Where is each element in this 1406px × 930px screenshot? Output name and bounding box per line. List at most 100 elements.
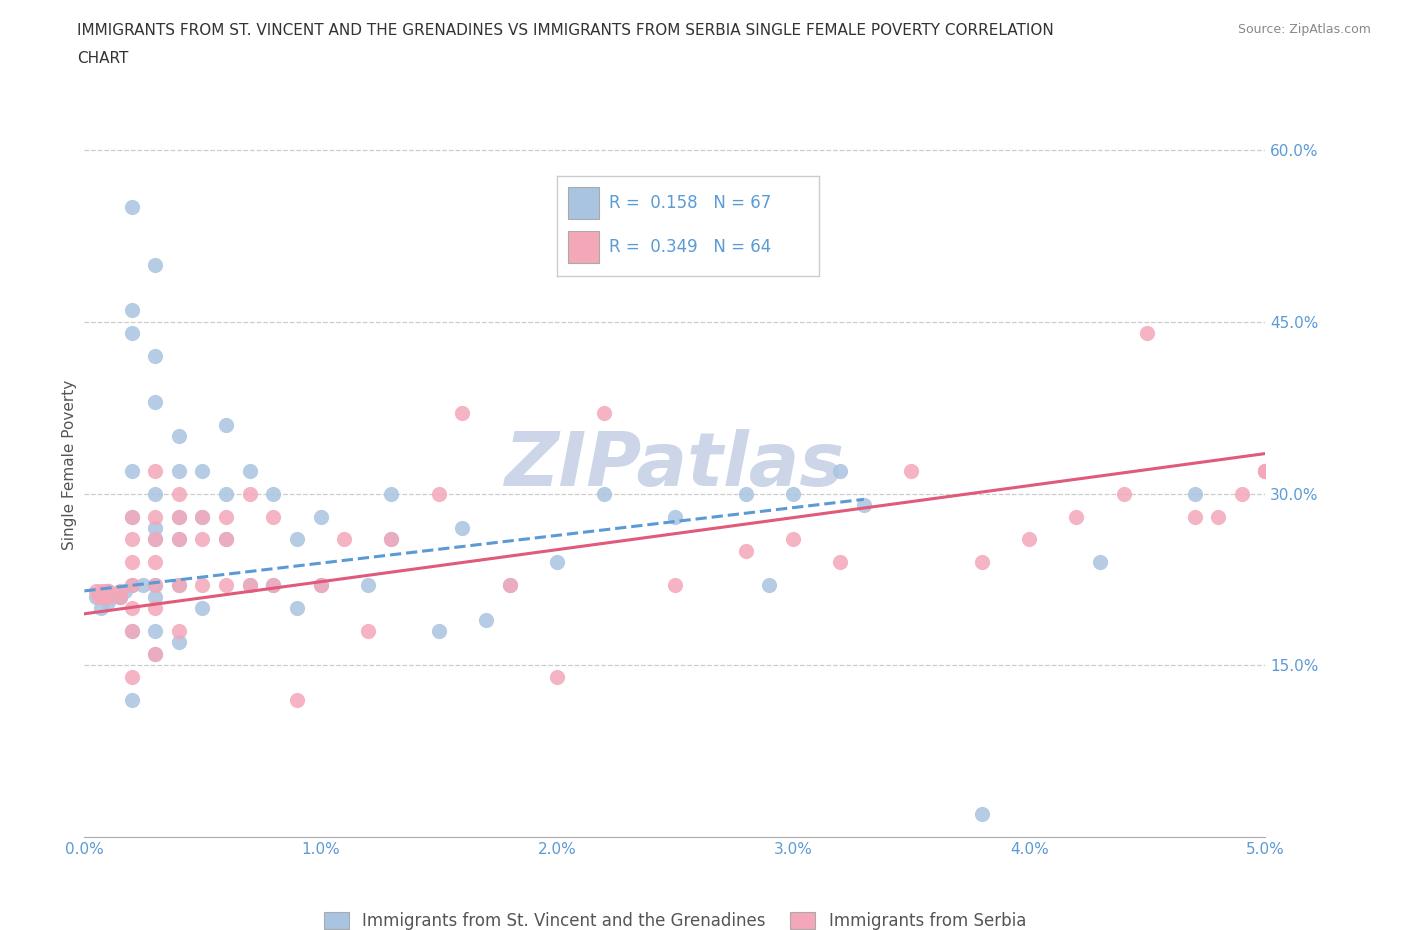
Point	[121, 578, 143, 592]
Point	[309, 578, 332, 592]
Text: ZIPatlas: ZIPatlas	[505, 429, 845, 501]
Point	[84, 590, 107, 604]
Point	[1254, 463, 1277, 478]
Point	[380, 532, 402, 547]
Point	[167, 578, 190, 592]
Point	[167, 532, 190, 547]
FancyBboxPatch shape	[568, 232, 599, 263]
Point	[546, 670, 568, 684]
Point	[94, 583, 117, 598]
Point	[84, 583, 107, 598]
FancyBboxPatch shape	[568, 187, 599, 219]
Point	[262, 578, 284, 592]
Point	[262, 509, 284, 524]
Point	[114, 583, 136, 598]
Point	[1254, 463, 1277, 478]
Point	[239, 486, 262, 501]
Point	[143, 578, 166, 592]
Point	[546, 555, 568, 570]
Point	[167, 429, 190, 444]
Point	[593, 486, 616, 501]
Point	[121, 623, 143, 638]
Point	[380, 532, 402, 547]
Point	[143, 578, 166, 592]
Point	[121, 532, 143, 547]
Point	[91, 590, 114, 604]
Point	[734, 486, 756, 501]
Point	[121, 303, 143, 318]
Point	[108, 590, 131, 604]
Point	[97, 583, 120, 598]
Point	[215, 418, 238, 432]
Point	[191, 509, 214, 524]
Point	[1206, 509, 1229, 524]
Point	[143, 532, 166, 547]
Point	[143, 258, 166, 272]
Point	[664, 578, 686, 592]
Point	[121, 555, 143, 570]
Point	[215, 532, 238, 547]
Point	[167, 578, 190, 592]
Point	[143, 623, 166, 638]
Point	[191, 532, 214, 547]
Point	[143, 532, 166, 547]
Point	[498, 578, 520, 592]
Point	[239, 578, 262, 592]
Point	[970, 555, 993, 570]
Point	[239, 578, 262, 592]
Point	[215, 486, 238, 501]
Point	[900, 463, 922, 478]
Point	[782, 486, 804, 501]
Point	[121, 692, 143, 707]
Point	[121, 509, 143, 524]
Point	[121, 326, 143, 340]
Point	[427, 486, 450, 501]
Point	[97, 590, 120, 604]
Point	[782, 532, 804, 547]
Point	[215, 532, 238, 547]
Point	[1136, 326, 1159, 340]
Point	[309, 578, 332, 592]
Text: IMMIGRANTS FROM ST. VINCENT AND THE GRENADINES VS IMMIGRANTS FROM SERBIA SINGLE : IMMIGRANTS FROM ST. VINCENT AND THE GREN…	[77, 23, 1054, 38]
Point	[143, 486, 166, 501]
Text: R =  0.349   N = 64: R = 0.349 N = 64	[609, 238, 772, 257]
Point	[285, 692, 308, 707]
Point	[121, 670, 143, 684]
Point	[143, 463, 166, 478]
Point	[285, 532, 308, 547]
Point	[143, 646, 166, 661]
Point	[1254, 463, 1277, 478]
Point	[357, 623, 380, 638]
Point	[121, 509, 143, 524]
Point	[121, 200, 143, 215]
Point	[333, 532, 356, 547]
Point	[427, 623, 450, 638]
Point	[94, 583, 117, 598]
Point	[191, 509, 214, 524]
Y-axis label: Single Female Poverty: Single Female Poverty	[62, 379, 77, 551]
Point	[143, 555, 166, 570]
Point	[758, 578, 780, 592]
Point	[1112, 486, 1135, 501]
Point	[167, 623, 190, 638]
Point	[475, 612, 498, 627]
Point	[262, 486, 284, 501]
Point	[121, 601, 143, 616]
Point	[1184, 486, 1206, 501]
Point	[97, 595, 120, 610]
Point	[852, 498, 875, 512]
Point	[262, 578, 284, 592]
Point	[143, 349, 166, 364]
Point	[108, 590, 131, 604]
Point	[830, 463, 852, 478]
Point	[121, 578, 143, 592]
Point	[191, 463, 214, 478]
Point	[167, 532, 190, 547]
Point	[1018, 532, 1040, 547]
Point	[143, 509, 166, 524]
Point	[380, 486, 402, 501]
Point	[87, 590, 110, 604]
Point	[97, 583, 120, 598]
Point	[830, 555, 852, 570]
Point	[91, 590, 114, 604]
